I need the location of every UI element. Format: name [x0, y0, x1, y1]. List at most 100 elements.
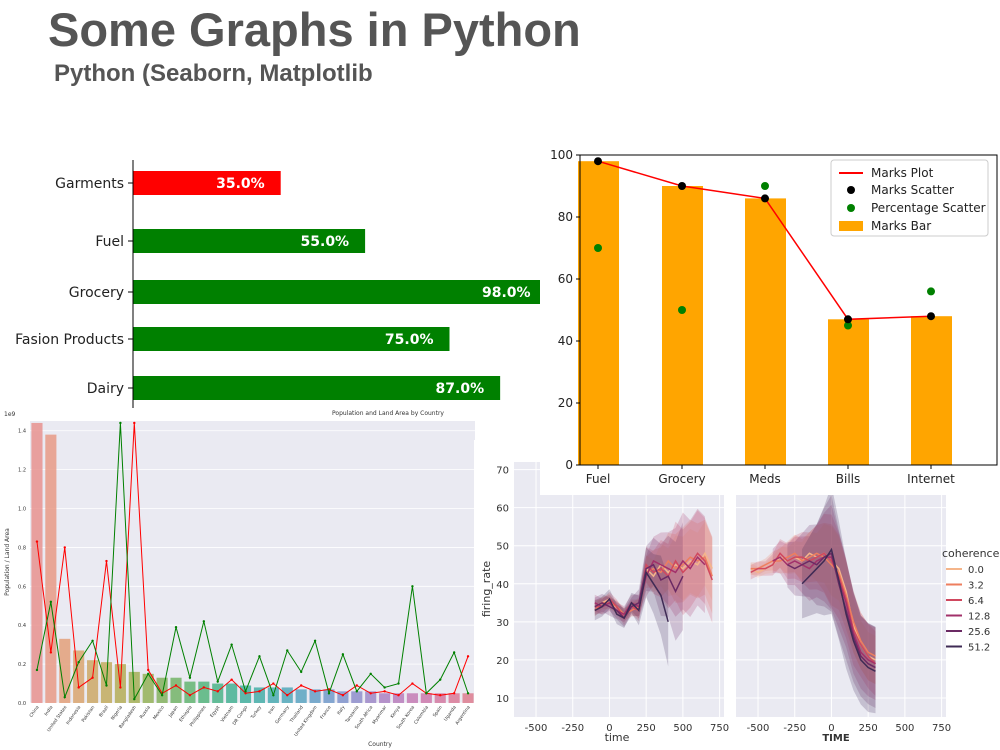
population-series-point — [397, 682, 400, 685]
firing-xtick-label: 500 — [673, 723, 692, 734]
population-bar — [184, 681, 196, 703]
population-series-point — [313, 690, 317, 693]
combo-ytick-label: 20 — [558, 396, 573, 410]
population-bar — [379, 693, 391, 703]
population-bar — [295, 689, 307, 703]
population-xtick-label: India — [43, 705, 54, 718]
population-series-point — [425, 692, 428, 695]
population-bar — [212, 683, 224, 703]
combo-ytick-label: 0 — [565, 458, 573, 472]
population-ytick-label: 0.0 — [18, 701, 26, 707]
firing-series-line — [594, 563, 684, 620]
population-bar — [365, 691, 377, 703]
population-series-point — [35, 540, 39, 543]
population-bar — [434, 693, 446, 703]
population-ytick-label: 1.2 — [18, 468, 26, 474]
firing-ci-band — [772, 504, 876, 701]
population-bar — [309, 689, 321, 703]
population-series-point — [286, 694, 289, 697]
firing-legend-label: 12.8 — [968, 612, 990, 623]
population-ylabel: Population / Land Area — [4, 528, 11, 596]
firing-xtick-label: -250 — [783, 723, 806, 734]
firing-series-line — [750, 552, 877, 665]
combo-bar — [911, 316, 952, 465]
population-series-point — [258, 655, 261, 658]
population-bar — [337, 691, 349, 703]
hbar-chart: 35.0% Garments 55.0% Fuel 98.0% Grocery 75.0% F… — [0, 150, 540, 408]
combo-percentage-point — [927, 287, 935, 296]
firing-legend-label: 6.4 — [968, 596, 984, 607]
hbar-bar — [133, 229, 366, 253]
firing-xtick-label: 250 — [859, 723, 878, 734]
population-xtick-label: Iran — [267, 705, 277, 716]
combo-marks-point — [844, 315, 852, 324]
population-series-point — [299, 670, 303, 674]
population-series-point — [63, 695, 66, 699]
population-series-point — [466, 655, 470, 658]
population-ytick-label: 1.0 — [18, 507, 26, 513]
population-plot-area — [30, 421, 475, 703]
population-bar — [170, 677, 182, 703]
firing-xtick-label: 0 — [828, 723, 834, 734]
population-series-point — [188, 676, 192, 679]
firing-xlabel-left: time — [605, 731, 630, 744]
population-bar — [323, 689, 335, 703]
firing-xtick-label: -500 — [525, 723, 548, 734]
combo-xtick-label: Meds — [749, 472, 781, 486]
population-series-point — [383, 686, 386, 689]
population-ytick-label: 0.6 — [18, 584, 26, 590]
population-series-point — [258, 690, 261, 693]
combo-bar — [662, 186, 703, 465]
firing-ci-band — [787, 494, 876, 708]
combo-marks-point — [761, 194, 769, 203]
firing-series-line — [787, 552, 876, 669]
population-bar — [198, 681, 210, 703]
firing-xtick-label: 750 — [932, 723, 951, 734]
population-series-line — [36, 422, 469, 696]
population-bar — [420, 693, 432, 703]
hbar-category-label: Garments — [55, 176, 124, 192]
firing-ytick-label: 20 — [496, 656, 509, 667]
population-bar — [351, 691, 363, 703]
population-xlabel: Country — [368, 741, 392, 748]
firing-ci-band — [594, 508, 705, 623]
combo-legend-label: Marks Bar — [871, 219, 931, 233]
population-series-point — [49, 600, 53, 604]
population-series-point — [369, 692, 372, 695]
firing-xtick-label: 0 — [606, 723, 612, 734]
combo-percentage-point — [761, 182, 769, 190]
population-series-point — [286, 649, 289, 652]
population-bar — [156, 677, 168, 703]
firing-xtick-label: 750 — [710, 723, 729, 734]
firing-xtick-label: 500 — [895, 723, 914, 734]
combo-xtick-label: Grocery — [658, 472, 705, 486]
combo-bar — [828, 319, 869, 465]
population-bar — [226, 683, 238, 703]
population-series-point — [230, 678, 233, 681]
population-series-point — [174, 625, 178, 629]
firing-legend-label: 51.2 — [968, 643, 990, 654]
hbar-value-label: 35.0% — [216, 176, 265, 192]
population-bar — [462, 693, 474, 703]
hbar-category-label: Grocery — [69, 285, 124, 301]
population-bar — [59, 638, 71, 703]
population-series-point — [272, 694, 275, 697]
hbar-value-label: 87.0% — [436, 381, 485, 397]
combo-legend-label: Percentage Scatter — [871, 201, 986, 215]
combo-percentage-point — [594, 244, 602, 252]
hbar-value-label: 98.0% — [482, 285, 531, 301]
combo-legend-swatch — [847, 186, 855, 194]
firing-ytick-label: 40 — [496, 580, 509, 591]
population-series-point — [174, 684, 178, 687]
population-series-point — [216, 690, 219, 693]
firing-ytick-label: 10 — [496, 694, 509, 705]
population-series-point — [91, 676, 94, 679]
population-series-point — [327, 692, 331, 695]
firing-legend-title: coherence — [942, 547, 1000, 560]
firing-ylabel: firing_rate — [480, 561, 493, 618]
population-series-point — [272, 682, 275, 685]
population-ytick-label: 1.4 — [18, 429, 26, 435]
combo-percentage-point — [678, 306, 686, 314]
firing-ci-band — [750, 522, 876, 685]
population-bar — [406, 693, 418, 703]
